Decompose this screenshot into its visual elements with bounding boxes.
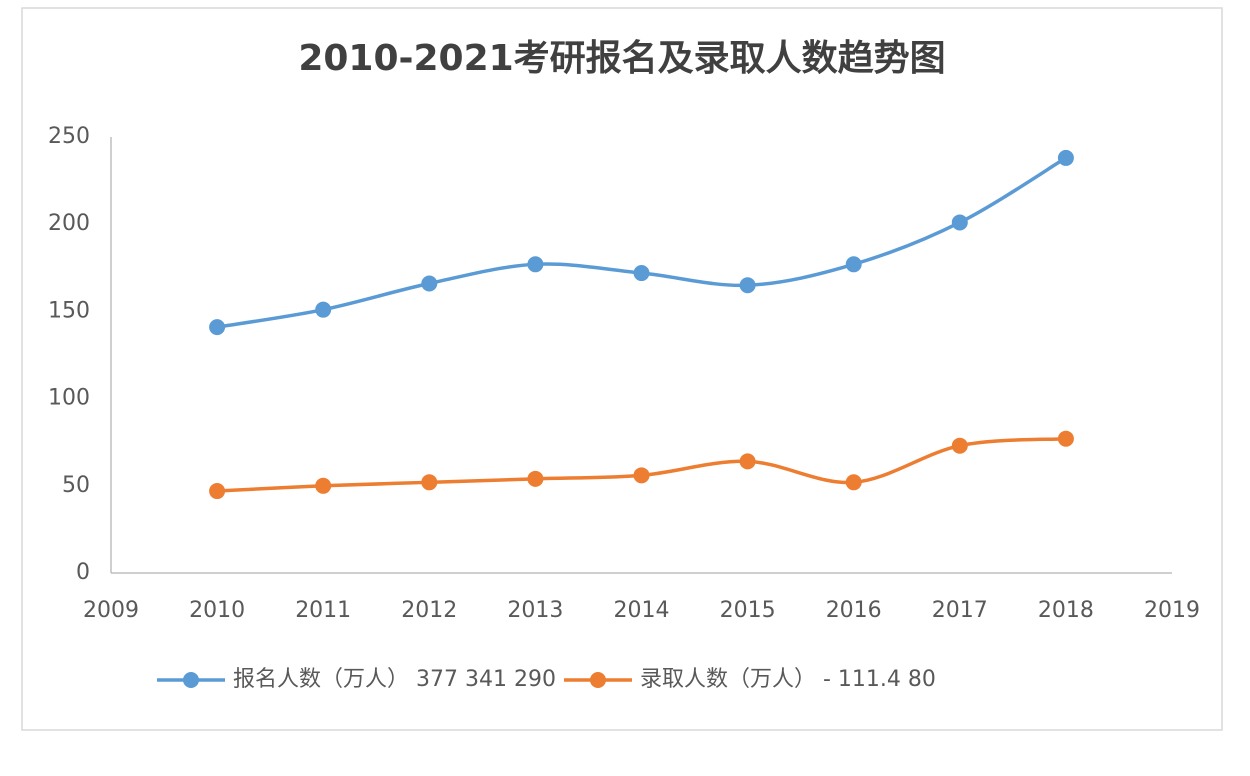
data-point	[421, 474, 438, 491]
data-point	[845, 474, 862, 491]
data-point	[527, 470, 544, 487]
data-point	[209, 319, 226, 336]
data-point	[315, 477, 332, 494]
x-tick-label: 2009	[83, 598, 139, 623]
y-tick-label: 100	[48, 386, 90, 411]
data-point	[845, 256, 862, 273]
x-tick-label: 2012	[401, 598, 457, 623]
data-point	[1057, 149, 1074, 166]
y-tick-label: 250	[48, 124, 90, 149]
y-tick-label: 200	[48, 211, 90, 236]
x-tick-label: 2015	[720, 598, 776, 623]
data-point	[739, 277, 756, 294]
y-tick-label: 50	[62, 473, 90, 498]
x-tick-label: 2013	[507, 598, 563, 623]
data-point	[951, 214, 968, 231]
chart-border	[21, 7, 1223, 731]
legend-marker	[183, 672, 199, 688]
data-point	[527, 256, 544, 273]
legend-label: 报名人数（万人） 377 341 290	[233, 667, 556, 692]
chart-title: 2010-2021考研报名及录取人数趋势图	[298, 38, 945, 79]
data-point	[209, 483, 226, 500]
x-tick-label: 2014	[614, 598, 670, 623]
x-tick-label: 2011	[295, 598, 351, 623]
x-tick-label: 2016	[826, 598, 882, 623]
data-point	[1057, 430, 1074, 447]
data-point	[951, 437, 968, 454]
legend-marker	[589, 672, 606, 688]
legend-label: 录取人数（万人） - 111.4 80	[640, 667, 936, 692]
data-point	[633, 467, 650, 484]
x-tick-label: 2017	[932, 598, 988, 623]
data-point	[633, 265, 650, 282]
x-tick-label: 2010	[189, 598, 245, 623]
data-point	[739, 453, 756, 470]
data-point	[315, 301, 332, 318]
x-tick-label: 2018	[1038, 598, 1094, 623]
data-point	[421, 275, 438, 292]
y-tick-label: 150	[48, 298, 90, 323]
x-tick-label: 2019	[1144, 598, 1200, 623]
y-tick-label: 0	[76, 560, 90, 585]
